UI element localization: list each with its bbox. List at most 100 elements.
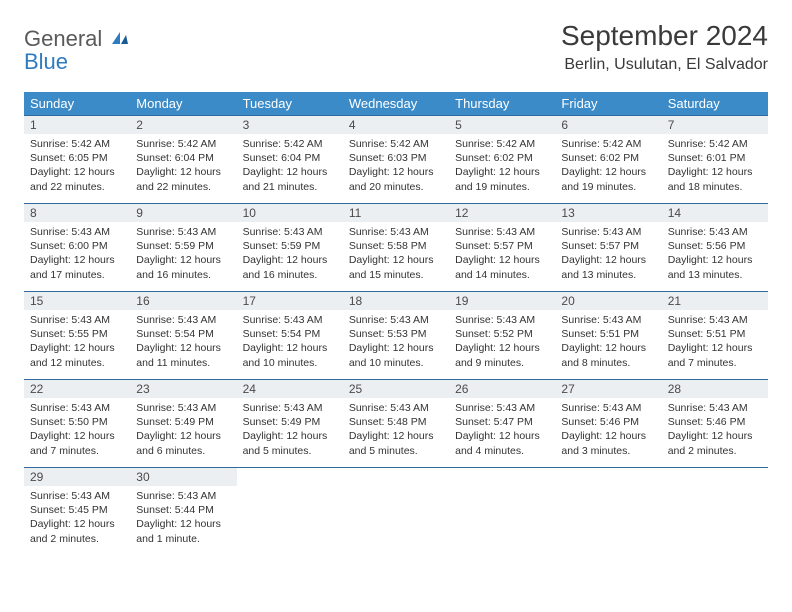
day-cell: 12Sunrise: 5:43 AMSunset: 5:57 PMDayligh… [449,204,555,292]
day-number: 22 [24,380,130,398]
day-details: Sunrise: 5:43 AMSunset: 5:57 PMDaylight:… [449,222,555,288]
day-number: 29 [24,468,130,486]
day-cell: 5Sunrise: 5:42 AMSunset: 6:02 PMDaylight… [449,116,555,204]
day-number: 10 [237,204,343,222]
day-cell: 7Sunrise: 5:42 AMSunset: 6:01 PMDaylight… [662,116,768,204]
day-number: 2 [130,116,236,134]
brand-text-2: Blue [24,49,68,74]
day-number: 13 [555,204,661,222]
day-details: Sunrise: 5:43 AMSunset: 5:57 PMDaylight:… [555,222,661,288]
day-cell [662,468,768,556]
day-details: Sunrise: 5:43 AMSunset: 5:46 PMDaylight:… [555,398,661,464]
day-details: Sunrise: 5:43 AMSunset: 5:52 PMDaylight:… [449,310,555,376]
day-cell: 16Sunrise: 5:43 AMSunset: 5:54 PMDayligh… [130,292,236,380]
calendar-table: SundayMondayTuesdayWednesdayThursdayFrid… [24,92,768,556]
day-cell [237,468,343,556]
day-cell: 26Sunrise: 5:43 AMSunset: 5:47 PMDayligh… [449,380,555,468]
weekday-header: Tuesday [237,92,343,116]
day-number: 26 [449,380,555,398]
day-details: Sunrise: 5:42 AMSunset: 6:04 PMDaylight:… [130,134,236,200]
day-details: Sunrise: 5:43 AMSunset: 5:56 PMDaylight:… [662,222,768,288]
day-cell: 6Sunrise: 5:42 AMSunset: 6:02 PMDaylight… [555,116,661,204]
day-details: Sunrise: 5:43 AMSunset: 5:51 PMDaylight:… [555,310,661,376]
day-cell [449,468,555,556]
day-details: Sunrise: 5:43 AMSunset: 5:48 PMDaylight:… [343,398,449,464]
day-cell: 28Sunrise: 5:43 AMSunset: 5:46 PMDayligh… [662,380,768,468]
day-details: Sunrise: 5:43 AMSunset: 5:58 PMDaylight:… [343,222,449,288]
day-details: Sunrise: 5:43 AMSunset: 5:59 PMDaylight:… [130,222,236,288]
day-cell: 3Sunrise: 5:42 AMSunset: 6:04 PMDaylight… [237,116,343,204]
sail-icon [110,30,130,46]
day-number: 24 [237,380,343,398]
day-number: 14 [662,204,768,222]
calendar-body: 1Sunrise: 5:42 AMSunset: 6:05 PMDaylight… [24,116,768,556]
day-details: Sunrise: 5:42 AMSunset: 6:03 PMDaylight:… [343,134,449,200]
page-title: September 2024 [561,20,768,52]
day-cell: 9Sunrise: 5:43 AMSunset: 5:59 PMDaylight… [130,204,236,292]
day-number: 23 [130,380,236,398]
day-details: Sunrise: 5:43 AMSunset: 5:53 PMDaylight:… [343,310,449,376]
day-details: Sunrise: 5:43 AMSunset: 5:46 PMDaylight:… [662,398,768,464]
day-cell: 24Sunrise: 5:43 AMSunset: 5:49 PMDayligh… [237,380,343,468]
weekday-header: Sunday [24,92,130,116]
day-number: 4 [343,116,449,134]
day-number: 28 [662,380,768,398]
day-cell: 13Sunrise: 5:43 AMSunset: 5:57 PMDayligh… [555,204,661,292]
weekday-header: Monday [130,92,236,116]
header: General Blue September 2024 Berlin, Usul… [24,20,768,74]
weekday-header: Thursday [449,92,555,116]
day-cell: 14Sunrise: 5:43 AMSunset: 5:56 PMDayligh… [662,204,768,292]
day-cell: 29Sunrise: 5:43 AMSunset: 5:45 PMDayligh… [24,468,130,556]
week-row: 29Sunrise: 5:43 AMSunset: 5:45 PMDayligh… [24,468,768,556]
day-cell: 11Sunrise: 5:43 AMSunset: 5:58 PMDayligh… [343,204,449,292]
day-cell: 10Sunrise: 5:43 AMSunset: 5:59 PMDayligh… [237,204,343,292]
weekday-header: Friday [555,92,661,116]
day-details: Sunrise: 5:43 AMSunset: 6:00 PMDaylight:… [24,222,130,288]
day-details: Sunrise: 5:42 AMSunset: 6:02 PMDaylight:… [555,134,661,200]
day-details: Sunrise: 5:43 AMSunset: 5:49 PMDaylight:… [130,398,236,464]
day-number: 8 [24,204,130,222]
day-number: 30 [130,468,236,486]
day-cell: 8Sunrise: 5:43 AMSunset: 6:00 PMDaylight… [24,204,130,292]
day-number: 6 [555,116,661,134]
day-cell: 25Sunrise: 5:43 AMSunset: 5:48 PMDayligh… [343,380,449,468]
day-number: 21 [662,292,768,310]
day-details: Sunrise: 5:43 AMSunset: 5:45 PMDaylight:… [24,486,130,552]
day-number: 27 [555,380,661,398]
day-details: Sunrise: 5:43 AMSunset: 5:55 PMDaylight:… [24,310,130,376]
week-row: 15Sunrise: 5:43 AMSunset: 5:55 PMDayligh… [24,292,768,380]
day-number: 5 [449,116,555,134]
weekday-header: Saturday [662,92,768,116]
day-number: 18 [343,292,449,310]
brand-text-1: General [24,26,102,51]
day-details: Sunrise: 5:43 AMSunset: 5:51 PMDaylight:… [662,310,768,376]
day-number: 20 [555,292,661,310]
day-number: 11 [343,204,449,222]
day-number: 25 [343,380,449,398]
day-details: Sunrise: 5:43 AMSunset: 5:54 PMDaylight:… [237,310,343,376]
day-number: 19 [449,292,555,310]
day-details: Sunrise: 5:42 AMSunset: 6:04 PMDaylight:… [237,134,343,200]
day-cell: 27Sunrise: 5:43 AMSunset: 5:46 PMDayligh… [555,380,661,468]
day-cell: 4Sunrise: 5:42 AMSunset: 6:03 PMDaylight… [343,116,449,204]
day-number: 9 [130,204,236,222]
day-details: Sunrise: 5:43 AMSunset: 5:54 PMDaylight:… [130,310,236,376]
weekday-header-row: SundayMondayTuesdayWednesdayThursdayFrid… [24,92,768,116]
day-cell: 19Sunrise: 5:43 AMSunset: 5:52 PMDayligh… [449,292,555,380]
day-number: 1 [24,116,130,134]
day-details: Sunrise: 5:42 AMSunset: 6:05 PMDaylight:… [24,134,130,200]
day-number: 12 [449,204,555,222]
day-cell: 22Sunrise: 5:43 AMSunset: 5:50 PMDayligh… [24,380,130,468]
location-text: Berlin, Usulutan, El Salvador [561,56,768,74]
day-details: Sunrise: 5:43 AMSunset: 5:47 PMDaylight:… [449,398,555,464]
week-row: 1Sunrise: 5:42 AMSunset: 6:05 PMDaylight… [24,116,768,204]
day-number: 15 [24,292,130,310]
day-details: Sunrise: 5:43 AMSunset: 5:50 PMDaylight:… [24,398,130,464]
week-row: 22Sunrise: 5:43 AMSunset: 5:50 PMDayligh… [24,380,768,468]
day-details: Sunrise: 5:42 AMSunset: 6:01 PMDaylight:… [662,134,768,200]
day-cell [555,468,661,556]
day-cell: 2Sunrise: 5:42 AMSunset: 6:04 PMDaylight… [130,116,236,204]
day-cell: 18Sunrise: 5:43 AMSunset: 5:53 PMDayligh… [343,292,449,380]
day-number: 17 [237,292,343,310]
brand-logo: General Blue [24,28,130,74]
